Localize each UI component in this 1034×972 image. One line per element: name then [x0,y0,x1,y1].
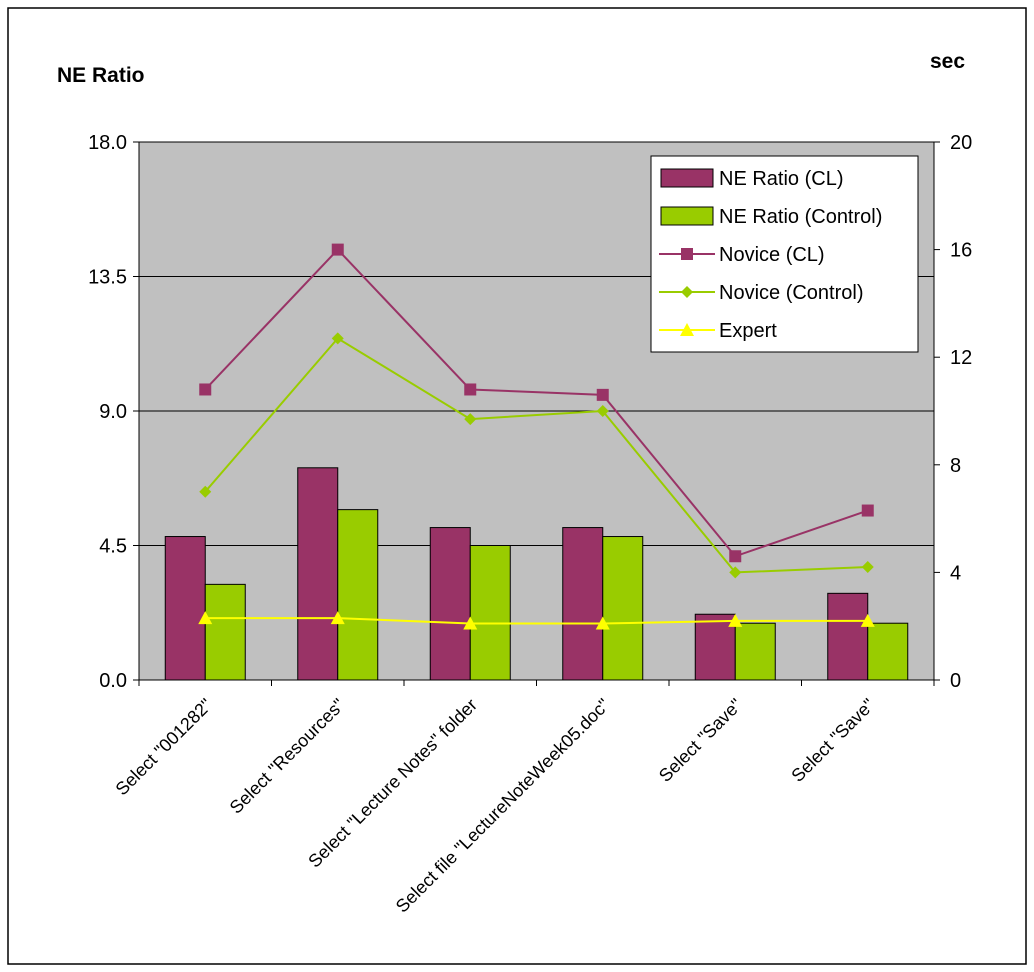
bar [602,536,644,681]
bar [297,467,339,681]
legend-label: NE Ratio (Control) [719,206,882,228]
marker-diamond [464,413,477,426]
marker-square [331,243,344,256]
marker-diamond [331,332,344,345]
marker-diamond [861,561,874,574]
legend-label: Expert [719,320,777,342]
bars [164,467,909,681]
legend-swatch [660,206,714,226]
right-tick-label: 16 [950,240,972,262]
marker-diamond [681,286,693,298]
left-tick-label: 0.0 [99,670,127,692]
marker-square [199,383,212,396]
marker-square [861,504,874,517]
marker-diamond [199,485,212,498]
lines [198,243,875,630]
series-line [204,248,869,558]
marker-square [464,383,477,396]
bar [204,583,246,681]
marker-triangle [728,613,743,627]
legend-label: NE Ratio (CL) [719,168,843,190]
left-tick-label: 18.0 [88,132,127,154]
marker-square [596,388,609,401]
bar [337,509,379,681]
bar [164,536,206,681]
right-tick-label: 12 [950,347,972,369]
left-tick-label: 9.0 [99,401,127,423]
marker-triangle [680,323,694,336]
marker-triangle [330,611,345,625]
marker-diamond [729,566,742,579]
series-line [204,337,868,574]
bar [694,613,736,681]
right-tick-label: 0 [950,670,961,692]
bar [827,592,869,681]
series-line [205,617,868,625]
marker-triangle [198,611,213,625]
right-tick-label: 20 [950,132,972,154]
legend-label: Novice (CL) [719,244,825,266]
marker-triangle [860,613,875,627]
legend-swatch [660,168,714,188]
marker-diamond [596,405,609,417]
marker-square [729,550,742,563]
legend: NE Ratio (CL) NE Ratio (Control) Novice (C… [650,155,919,353]
marker-triangle [463,616,478,630]
left-tick-label: 4.5 [99,536,127,558]
right-tick-label: 4 [950,562,961,584]
bar [562,527,604,681]
bar [469,545,511,681]
legend-label: Novice (Control) [719,282,863,304]
left-axis-title: NE Ratio [57,64,145,87]
bar [429,527,471,681]
right-axis-title: sec [930,50,965,73]
marker-square [681,248,693,260]
marker-triangle [595,616,610,630]
right-tick-label: 8 [950,455,961,477]
bar [867,622,909,681]
left-tick-label: 13.5 [88,267,127,289]
bar [734,622,776,681]
